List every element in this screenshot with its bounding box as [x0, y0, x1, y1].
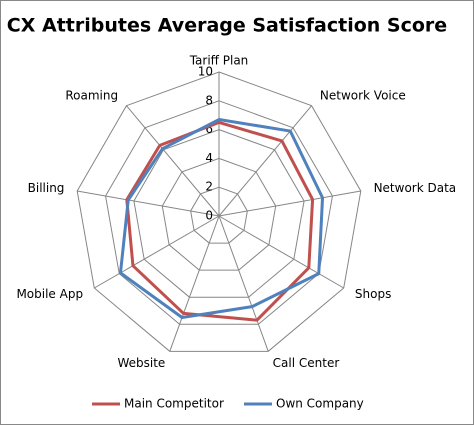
r-tick-label: 6: [205, 122, 213, 136]
r-tick-label: 2: [205, 180, 213, 194]
r-tick-label: 10: [198, 65, 213, 79]
series-line: [125, 120, 315, 322]
chart-title: CX Attributes Average Satisfaction Score: [7, 15, 447, 37]
category-label: Website: [117, 356, 165, 370]
category-label: Network Data: [374, 181, 457, 195]
category-label: Network Voice: [320, 88, 406, 102]
category-label: Mobile App: [16, 287, 83, 301]
grid-ring: [76, 71, 362, 352]
spoke: [218, 215, 344, 289]
grid-ring: [133, 129, 305, 298]
grid-ring: [105, 100, 333, 325]
spoke: [169, 215, 220, 352]
grid-ring: [161, 157, 277, 271]
r-tick-label: 0: [205, 209, 213, 223]
category-label: Shops: [355, 287, 391, 301]
spoke: [126, 105, 220, 217]
category-label: Billing: [28, 181, 65, 195]
category-label: Roaming: [65, 88, 118, 102]
r-tick-label: 4: [205, 151, 213, 165]
spoke: [218, 105, 312, 217]
series-line: [118, 118, 325, 319]
grid-ring: [190, 186, 248, 244]
r-tick-label: 8: [205, 93, 213, 107]
spoke: [77, 190, 220, 217]
spoke: [94, 215, 220, 289]
spoke: [218, 190, 361, 217]
category-label: Call Center: [273, 356, 340, 370]
spoke: [218, 215, 269, 352]
legend-label: Own Company: [276, 397, 364, 411]
legend-label: Main Competitor: [124, 397, 224, 411]
category-label: Tariff Plan: [189, 54, 249, 68]
